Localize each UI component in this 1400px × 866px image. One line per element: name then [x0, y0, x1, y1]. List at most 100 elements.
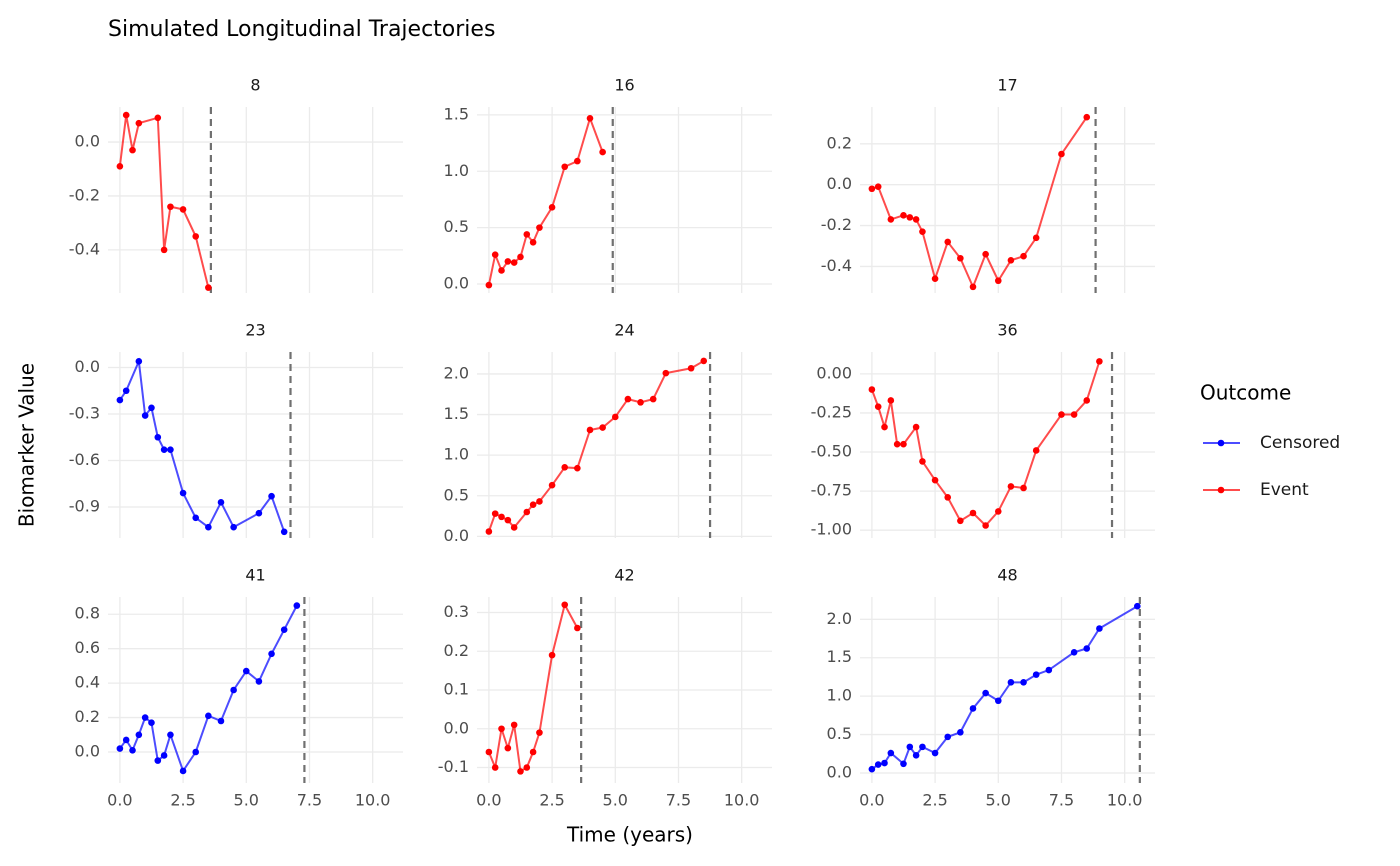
data-point [561, 601, 569, 609]
y-tick-label: -0.4 [69, 239, 100, 258]
data-point [881, 423, 888, 431]
data-point [523, 231, 531, 238]
data-point [624, 395, 632, 403]
data-point [504, 516, 512, 524]
data-point [1020, 252, 1027, 260]
x-tick-label: 0.0 [476, 791, 501, 810]
data-point [982, 250, 989, 258]
data-point [280, 528, 288, 536]
data-point [1007, 256, 1015, 264]
data-point [179, 489, 187, 497]
data-point [141, 714, 149, 721]
data-point [919, 743, 926, 751]
data-point [536, 224, 543, 231]
data-point [1083, 113, 1091, 121]
y-tick-label: 0.4 [75, 673, 100, 692]
data-point [868, 386, 876, 393]
panel-title: 16 [614, 76, 634, 95]
data-point [205, 523, 212, 531]
data-point [129, 746, 136, 754]
data-point [116, 163, 124, 170]
data-point [529, 501, 537, 508]
x-tick-label: 2.5 [922, 791, 947, 810]
data-point [887, 216, 895, 223]
data-point [912, 752, 920, 759]
y-tick-label: 0.0 [827, 763, 852, 782]
legend-title: Outcome [1200, 381, 1291, 405]
data-point [982, 522, 989, 529]
y-tick-label: 0.8 [75, 604, 100, 623]
data-point [1020, 484, 1027, 492]
data-point [906, 743, 914, 751]
y-tick-label: 0.0 [444, 273, 469, 292]
data-point [122, 387, 130, 395]
y-tick-label: -0.6 [69, 450, 100, 469]
y-tick-label: 0.5 [444, 217, 469, 236]
y-tick-label: -0.4 [821, 256, 852, 275]
data-point [523, 764, 531, 771]
data-point [179, 206, 187, 213]
data-point [1070, 411, 1078, 418]
data-point [517, 253, 524, 261]
data-point [1070, 649, 1078, 656]
data-point [485, 281, 493, 289]
data-point [536, 729, 543, 736]
data-point [687, 364, 695, 372]
data-point [167, 731, 174, 739]
data-point [529, 238, 537, 246]
panel-title: 42 [614, 566, 634, 585]
data-point [1007, 679, 1015, 686]
data-point [586, 426, 594, 434]
data-point [536, 498, 543, 505]
trace-line [871, 116, 1088, 290]
data-point [523, 508, 531, 516]
data-point [1096, 358, 1103, 365]
data-point [160, 752, 168, 759]
data-point [994, 508, 1002, 515]
data-point [944, 238, 952, 246]
data-point [122, 736, 130, 744]
data-point [485, 748, 493, 756]
chart-title: Simulated Longitudinal Trajectories [108, 17, 495, 42]
data-point [662, 369, 670, 377]
data-point [205, 712, 212, 720]
data-point [900, 760, 907, 768]
data-point [994, 697, 1002, 705]
data-point [504, 258, 512, 265]
x-tick-label: 10.0 [355, 791, 391, 810]
data-point [154, 757, 162, 764]
y-tick-label: 0.6 [75, 638, 100, 657]
data-point [485, 528, 493, 535]
data-point [491, 764, 499, 771]
data-point [167, 203, 174, 211]
data-point [160, 446, 168, 453]
data-point [700, 357, 708, 365]
data-point [887, 397, 895, 404]
y-tick-label: 0.0 [827, 174, 852, 193]
data-point [874, 183, 882, 191]
y-tick-label: 1.0 [827, 686, 852, 705]
data-point [874, 403, 882, 411]
y-tick-label: 0.2 [827, 133, 852, 152]
data-point [148, 719, 155, 727]
data-point [982, 689, 989, 697]
y-tick-label: 0.5 [444, 485, 469, 504]
trace-line [118, 114, 210, 288]
data-point [192, 748, 200, 756]
x-tick-label: 10.0 [724, 791, 760, 810]
data-point [510, 524, 518, 531]
data-point [1032, 234, 1040, 242]
data-point [900, 440, 907, 448]
data-point [900, 212, 907, 219]
y-tick-label: -0.3 [69, 404, 100, 423]
y-tick-label: -0.25 [811, 402, 852, 421]
y-tick-label: 0.5 [827, 724, 852, 743]
y-tick-label: -0.2 [69, 185, 100, 204]
data-point [969, 283, 977, 291]
y-tick-label: 0.0 [75, 742, 100, 761]
data-point [268, 492, 275, 500]
data-point [293, 602, 301, 609]
legend-label: Event [1260, 480, 1309, 500]
data-point [561, 163, 569, 171]
